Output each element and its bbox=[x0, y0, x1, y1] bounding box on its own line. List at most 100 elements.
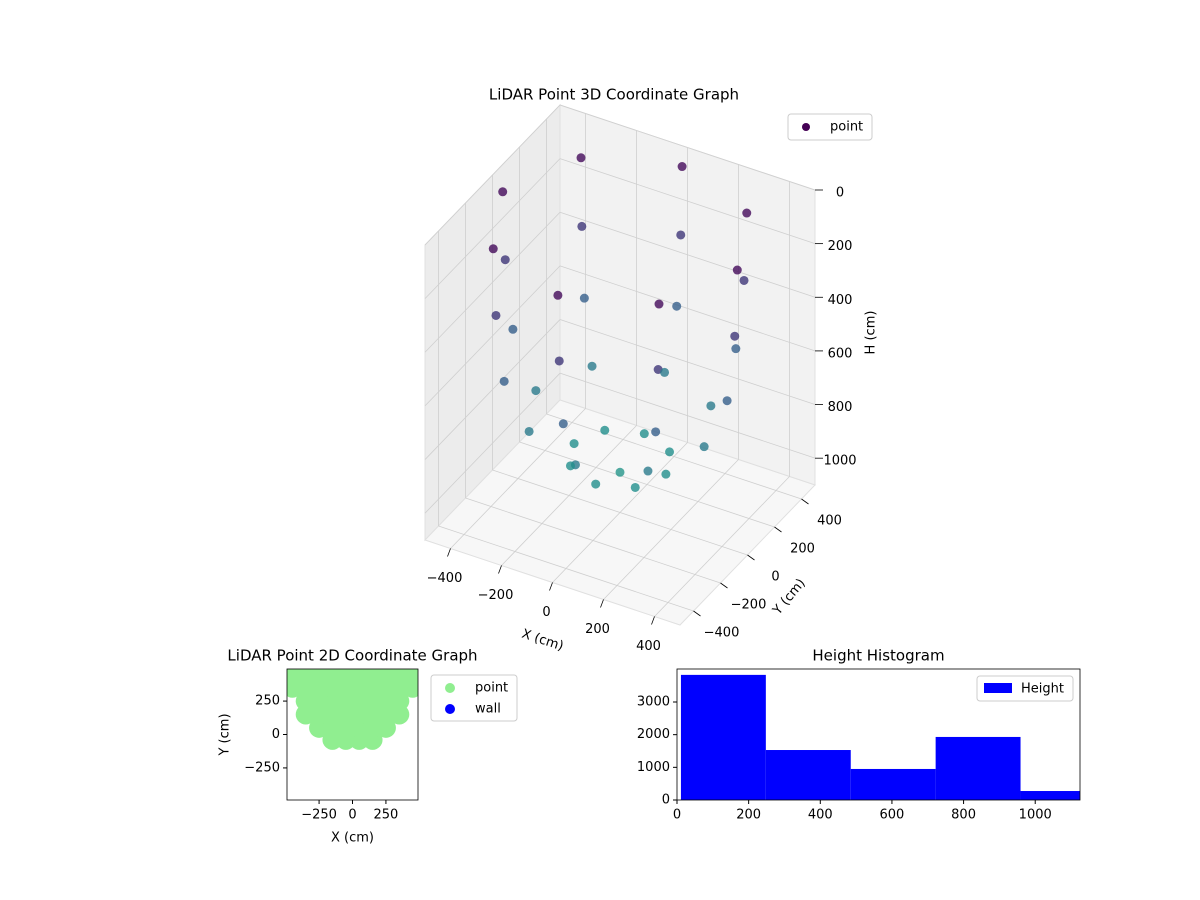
chart-3d: −400−2000200400−400−20002004000200400600… bbox=[424, 86, 879, 655]
x-tick-label: 0 bbox=[673, 808, 681, 823]
z-axis-label: H (cm) bbox=[864, 311, 879, 355]
chart-histogram: 0 200 400 600 800 1000 0 1000 2000 3000 Height His… bbox=[637, 647, 1081, 823]
x-tick-label: 400 bbox=[808, 808, 833, 823]
point bbox=[643, 466, 653, 476]
point bbox=[577, 221, 587, 231]
legend-box bbox=[976, 675, 1074, 702]
grid-line bbox=[492, 469, 748, 556]
point bbox=[579, 293, 589, 303]
legend-label: Height bbox=[1021, 682, 1064, 697]
point bbox=[722, 396, 732, 406]
z-tick-label: 0 bbox=[836, 186, 844, 201]
grid-line bbox=[559, 158, 816, 245]
point bbox=[672, 301, 682, 311]
y-tick-label: 0 bbox=[771, 570, 779, 585]
x-tick-label: 1000 bbox=[1019, 808, 1052, 823]
axes-frame bbox=[676, 668, 1081, 801]
legend-box bbox=[787, 113, 873, 141]
grid-line bbox=[424, 319, 561, 460]
x-tick-label: 0 bbox=[348, 808, 356, 823]
y-tick-label: 400 bbox=[817, 514, 842, 529]
x-axis-label: X (cm) bbox=[520, 627, 566, 655]
point bbox=[565, 461, 575, 471]
point bbox=[739, 275, 749, 285]
point bbox=[665, 447, 675, 457]
point bbox=[660, 367, 670, 377]
bar bbox=[765, 750, 851, 800]
y-tick-label: −400 bbox=[704, 626, 740, 641]
point bbox=[699, 442, 709, 452]
grid-line bbox=[546, 413, 802, 500]
x-tick-label: 0 bbox=[542, 605, 550, 620]
tick-mark bbox=[774, 526, 782, 533]
x-tick-label: −250 bbox=[301, 808, 337, 823]
x-tick-label: 400 bbox=[636, 639, 661, 654]
point bbox=[499, 376, 509, 386]
grid-line bbox=[424, 372, 561, 514]
legend-marker bbox=[445, 683, 455, 693]
point bbox=[706, 401, 716, 411]
tick-mark bbox=[600, 599, 604, 608]
legend-swatch bbox=[984, 683, 1012, 693]
point bbox=[553, 290, 563, 300]
tick-mark bbox=[651, 616, 655, 625]
point bbox=[587, 361, 597, 371]
x-tick-label: −400 bbox=[427, 571, 463, 586]
tick-mark bbox=[747, 554, 755, 561]
legend-marker bbox=[445, 704, 455, 714]
tick-mark bbox=[549, 582, 553, 591]
bar bbox=[850, 768, 936, 800]
point bbox=[576, 153, 586, 163]
point bbox=[731, 344, 741, 354]
point bbox=[554, 356, 564, 366]
point bbox=[676, 230, 686, 240]
grid-line bbox=[424, 158, 561, 299]
bar bbox=[680, 674, 766, 800]
chart-title: LiDAR Point 2D Coordinate Graph bbox=[227, 647, 477, 665]
point bbox=[639, 429, 649, 439]
y-tick-label: −200 bbox=[731, 598, 767, 613]
grid-line bbox=[519, 441, 775, 528]
point bbox=[488, 244, 498, 254]
y-tick-label: 250 bbox=[255, 694, 280, 709]
point bbox=[569, 439, 579, 449]
grid-line bbox=[424, 104, 561, 246]
y-tick-label: 0 bbox=[662, 793, 670, 808]
point bbox=[615, 467, 625, 477]
legend-label: point bbox=[475, 681, 508, 696]
grid-line bbox=[559, 319, 816, 405]
point bbox=[732, 265, 742, 275]
point bbox=[677, 162, 687, 172]
points bbox=[287, 669, 418, 750]
legend-marker bbox=[802, 123, 810, 131]
bar bbox=[1020, 791, 1080, 800]
x-tick-label: 200 bbox=[585, 622, 610, 637]
x-tick-label: 600 bbox=[880, 808, 905, 823]
point bbox=[491, 310, 501, 320]
z-tick-label: 600 bbox=[828, 346, 853, 361]
grid-line bbox=[424, 265, 561, 407]
y-tick-label: 1000 bbox=[637, 760, 670, 775]
x-tick-label: 200 bbox=[736, 808, 761, 823]
tick-mark bbox=[498, 565, 502, 574]
grid-line bbox=[559, 211, 816, 298]
grid-line bbox=[559, 372, 816, 459]
y-axis-label: Y (cm) bbox=[218, 713, 233, 756]
z-tick-label: 400 bbox=[828, 293, 853, 308]
point bbox=[558, 419, 568, 429]
chart-2d: −250 0 250 −250 0 250 LiDAR Point 2D Coordinat… bbox=[218, 647, 518, 846]
tick-mark bbox=[447, 548, 451, 557]
point bbox=[742, 208, 752, 218]
x-axis-label: X (cm) bbox=[331, 831, 374, 846]
y-tick-label: 3000 bbox=[637, 694, 670, 709]
chart-title: Height Histogram bbox=[812, 647, 944, 665]
tick-mark bbox=[693, 610, 701, 617]
bar bbox=[935, 736, 1021, 800]
point bbox=[651, 427, 661, 437]
point bbox=[531, 386, 541, 396]
legend-label: wall bbox=[475, 702, 501, 717]
point bbox=[654, 299, 664, 309]
axes-frame bbox=[286, 668, 419, 801]
point bbox=[630, 482, 640, 492]
